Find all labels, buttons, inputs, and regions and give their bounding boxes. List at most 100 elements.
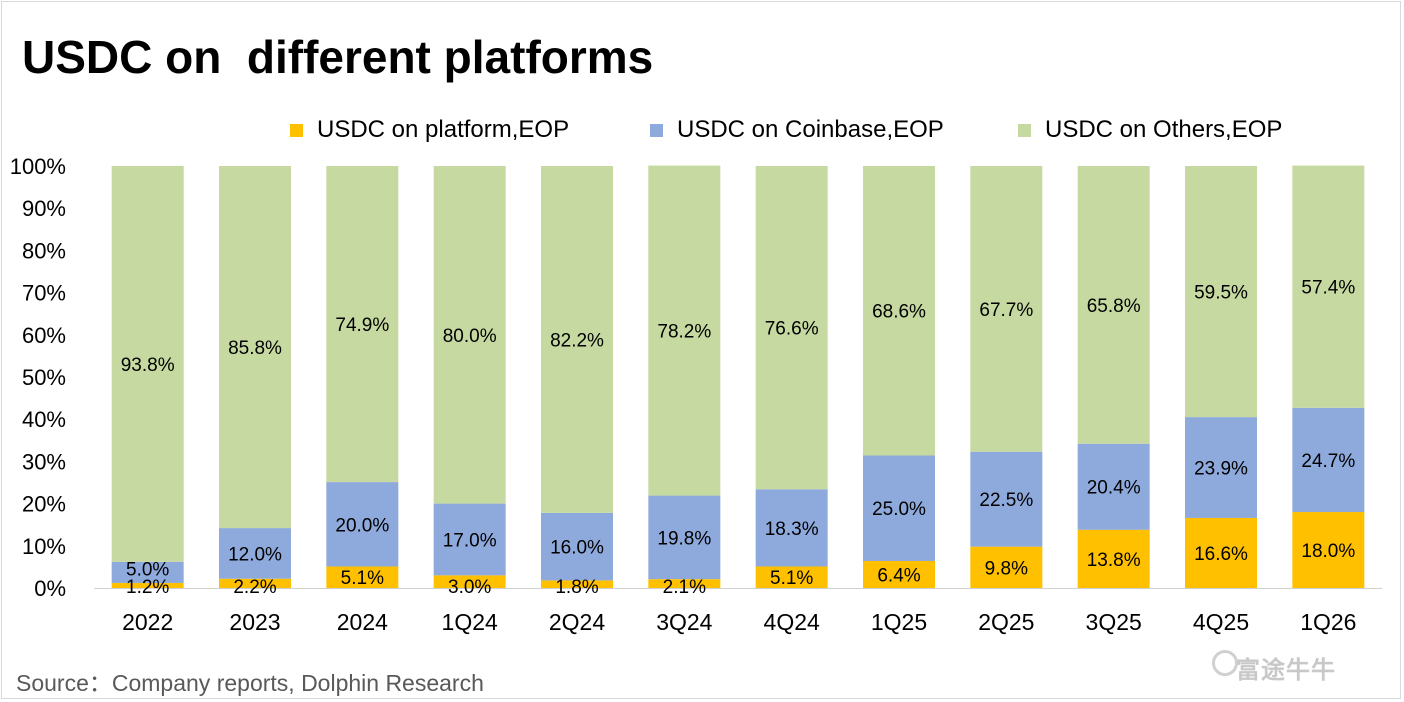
x-tick-label: 1Q25 xyxy=(871,609,927,635)
x-tick-label: 3Q24 xyxy=(656,609,712,635)
bar-segment-coinbase xyxy=(970,451,1043,547)
data-label: 68.6% xyxy=(872,302,926,323)
legend-label-others: USDC on Others,EOP xyxy=(1045,116,1283,143)
bar-segment-others xyxy=(219,166,291,529)
legend-swatch-coinbase xyxy=(650,123,663,137)
data-label: 57.4% xyxy=(1301,278,1355,299)
y-tick-label: 60% xyxy=(22,323,66,348)
data-label: 13.8% xyxy=(1087,550,1141,571)
bar-segment-coinbase xyxy=(755,489,828,567)
bar-segment-platform xyxy=(219,578,291,588)
data-label: 16.6% xyxy=(1194,544,1248,565)
data-label: 82.2% xyxy=(550,330,604,351)
legend-swatch-others xyxy=(1018,123,1031,137)
bar-segment-coinbase xyxy=(648,495,721,580)
x-tick-label: 1Q26 xyxy=(1300,609,1356,635)
brand-logo-icon xyxy=(1212,650,1238,676)
data-label: 3.0% xyxy=(448,577,491,598)
legend-item-others: USDC on Others,EOP xyxy=(1018,116,1282,144)
data-label: 19.8% xyxy=(657,528,711,549)
bar-segment-platform xyxy=(111,582,184,588)
bar-segment-platform xyxy=(970,546,1043,588)
legend-label-coinbase: USDC on Coinbase,EOP xyxy=(677,116,944,143)
bar-segment-others xyxy=(326,166,399,483)
data-label: 5.0% xyxy=(126,559,169,580)
data-label: 22.5% xyxy=(979,490,1033,511)
legend: USDC on platform,EOP USDC on Coinbase,EO… xyxy=(0,116,1404,148)
y-tick-label: 90% xyxy=(22,196,66,221)
legend-swatch-platform xyxy=(290,123,303,137)
x-tick-label: 2024 xyxy=(337,609,388,635)
x-tick-label: 1Q24 xyxy=(442,609,498,635)
bar-segment-coinbase xyxy=(541,512,613,581)
bar-segment-others xyxy=(1077,166,1150,444)
bar-segment-others xyxy=(111,166,184,562)
data-label: 20.4% xyxy=(1087,478,1141,499)
bar-segment-platform xyxy=(1185,517,1257,588)
y-tick-label: 40% xyxy=(22,407,66,432)
data-label: 20.0% xyxy=(335,515,389,536)
x-tick-label: 4Q24 xyxy=(764,609,820,635)
bar-segment-others xyxy=(433,166,506,504)
bar-segment-coinbase xyxy=(1292,407,1365,513)
data-label: 6.4% xyxy=(877,565,920,586)
x-tick-label: 2Q25 xyxy=(978,609,1034,635)
bar-segment-coinbase xyxy=(326,482,399,567)
data-label: 65.8% xyxy=(1087,296,1141,317)
data-label: 74.9% xyxy=(335,315,389,336)
data-label: 1.2% xyxy=(126,577,169,598)
x-tick-label: 2023 xyxy=(229,609,280,635)
data-label: 80.0% xyxy=(443,326,497,347)
bar-segment-platform xyxy=(1077,529,1150,588)
data-label: 18.0% xyxy=(1301,541,1355,562)
data-label: 12.0% xyxy=(228,544,282,565)
bar-segment-others xyxy=(1292,165,1365,408)
data-label: 93.8% xyxy=(121,355,175,376)
bar-segment-coinbase xyxy=(111,561,184,583)
bar-segment-coinbase xyxy=(1185,417,1257,518)
y-tick-label: 50% xyxy=(22,365,66,390)
bar-segment-platform xyxy=(863,560,935,588)
legend-label-platform: USDC on platform,EOP xyxy=(317,116,570,143)
y-tick-label: 100% xyxy=(10,154,66,179)
x-tick-label: 2Q24 xyxy=(549,609,605,635)
data-label: 67.7% xyxy=(979,300,1033,321)
x-tick-label: 4Q25 xyxy=(1193,609,1249,635)
bar-segment-others xyxy=(1185,166,1257,418)
data-label: 16.0% xyxy=(550,538,604,559)
bar-segment-others xyxy=(863,166,935,456)
y-tick-label: 0% xyxy=(34,576,66,601)
data-label: 85.8% xyxy=(228,338,282,359)
y-tick-label: 10% xyxy=(22,534,66,559)
bar-segment-others xyxy=(755,166,828,490)
data-label: 18.3% xyxy=(765,519,819,540)
y-tick-label: 20% xyxy=(22,492,66,517)
data-label: 78.2% xyxy=(657,322,711,343)
x-tick-label: 3Q25 xyxy=(1086,609,1142,635)
bar-segment-coinbase xyxy=(863,455,935,561)
bar-segment-coinbase xyxy=(433,503,506,576)
brand-watermark: 富途牛牛 xyxy=(1236,657,1336,684)
bar-segment-coinbase xyxy=(1077,443,1150,530)
bar-segment-others xyxy=(541,166,613,513)
source-note: Source：Company reports, Dolphin Research xyxy=(16,670,484,696)
bar-segment-platform xyxy=(648,579,721,588)
data-label: 1.8% xyxy=(555,577,598,598)
bar-segment-others xyxy=(648,165,721,496)
data-label: 76.6% xyxy=(765,319,819,340)
legend-item-coinbase: USDC on Coinbase,EOP xyxy=(650,116,944,144)
bar-segment-coinbase xyxy=(219,528,291,579)
bar-segment-platform xyxy=(541,580,613,588)
data-label: 2.2% xyxy=(233,577,276,598)
data-label: 17.0% xyxy=(443,530,497,551)
legend-item-platform: USDC on platform,EOP xyxy=(290,116,569,144)
bar-segment-platform xyxy=(755,566,828,588)
data-label: 2.1% xyxy=(663,577,706,598)
data-label: 23.9% xyxy=(1194,459,1248,480)
bar-segment-platform xyxy=(326,566,399,588)
bar-segment-platform xyxy=(1292,512,1365,588)
bar-segment-others xyxy=(970,166,1043,452)
data-label: 5.1% xyxy=(341,568,384,589)
